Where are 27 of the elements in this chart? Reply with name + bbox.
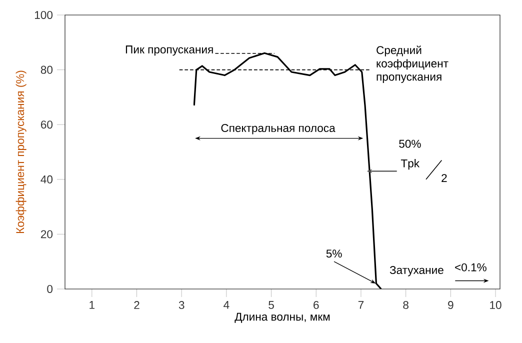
y-axis-title: Коэффициент пропускания (%) (16, 70, 26, 234)
x-tick-label: 3 (178, 301, 184, 310)
y-tick-label: 40 (40, 175, 53, 184)
annotation: Спектральная полоса (221, 124, 336, 134)
annotation: 2 (442, 174, 447, 182)
annotation: 50% (399, 140, 421, 148)
x-tick-label: 7 (358, 301, 364, 309)
y-tick-label: 60 (40, 120, 53, 129)
x-tick-label: 4 (224, 301, 230, 309)
x-tick-label: 9 (448, 301, 454, 310)
annotation: <0.1% (455, 263, 486, 272)
x-tick-label: 5 (268, 301, 274, 309)
x-tick-label: 6 (314, 301, 319, 310)
x-tick-label: 8 (403, 301, 408, 310)
annotation: Пик пропускания (126, 46, 213, 56)
x-tick-label: 10 (490, 301, 502, 310)
annotation: Затухание (390, 266, 444, 276)
y-tick-label: 20 (40, 230, 53, 238)
x-tick-label: 1 (90, 301, 94, 309)
x-axis-title: Длина волны, мкм (234, 312, 330, 323)
x-tick-label: 2 (134, 301, 140, 309)
annotation: Средний коэффициент пропускания (376, 46, 448, 83)
y-tick-label: 100 (34, 11, 53, 19)
annotation: 5% (326, 250, 342, 258)
y-tick-label: 80 (40, 66, 53, 74)
annotation: Tpk (400, 159, 420, 170)
y-tick-label: 0 (47, 285, 53, 293)
